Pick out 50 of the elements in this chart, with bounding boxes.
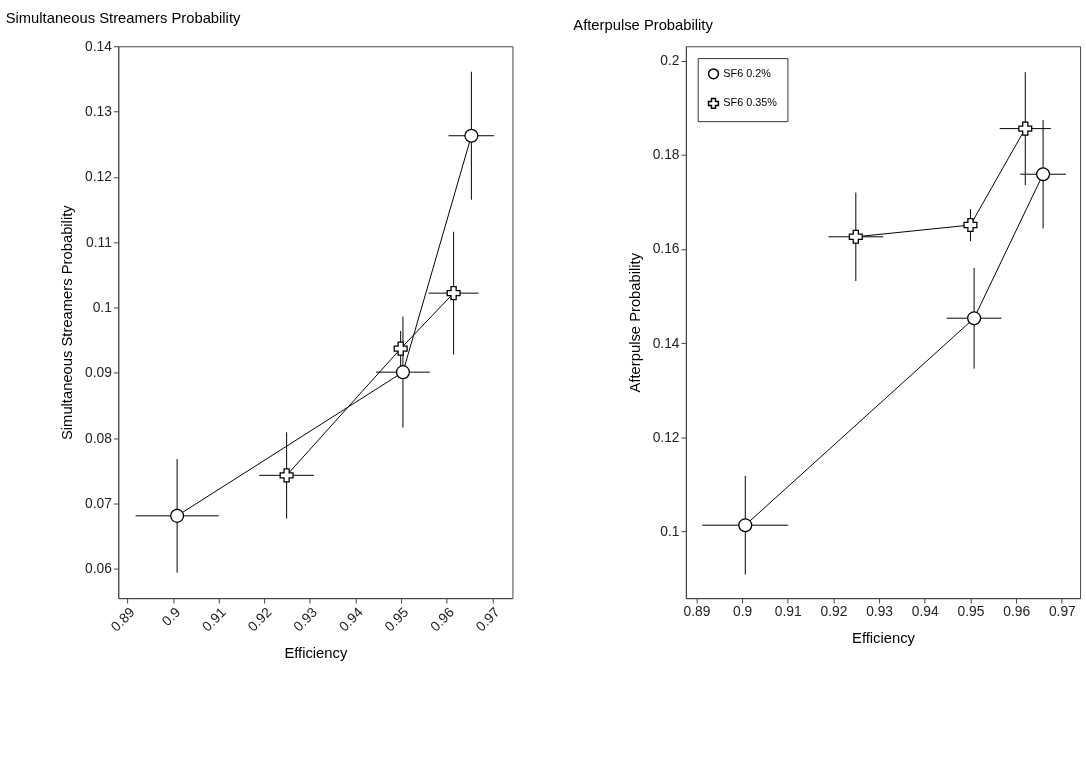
x-axis-title: Efficiency [284, 644, 348, 661]
x-tick-label: 0.89 [108, 604, 138, 635]
x-tick-label: 0.97 [1048, 604, 1076, 620]
point [848, 229, 863, 244]
point [738, 518, 753, 533]
point [279, 468, 294, 483]
point [1036, 167, 1051, 182]
y-tick-label: 0.18 [652, 147, 680, 163]
point [395, 365, 411, 380]
point [170, 508, 185, 523]
y-tick-label: 0.2 [660, 53, 680, 69]
point [1018, 121, 1033, 136]
x-tick-label: 0.93 [866, 604, 894, 620]
x-tick-label: 0.96 [427, 604, 458, 635]
x-tick-label: 0.9 [159, 604, 184, 629]
y-tick-label: 0.08 [85, 430, 113, 446]
y-tick-label: 0.07 [85, 495, 112, 511]
x-tick-label: 0.91 [199, 604, 229, 635]
y-tick-label: 0.12 [652, 429, 680, 445]
y-tick-label: 0.1 [92, 299, 112, 315]
x-tick-label: 0.89 [683, 604, 711, 620]
legend-label: SF6 0.2% [723, 66, 772, 79]
y-tick-label: 0.13 [85, 104, 113, 120]
y-tick-label: 0.16 [652, 241, 680, 257]
point [446, 286, 461, 301]
y-axis-title: Simultaneous Streamers Probability [59, 204, 76, 441]
chart-title: Afterpulse Probability [573, 16, 714, 33]
point [393, 341, 408, 356]
x-tick-label: 0.93 [290, 604, 321, 635]
x-tick-label: 0.96 [1003, 604, 1031, 620]
y-tick-label: 0.09 [85, 365, 113, 381]
y-tick-label: 0.14 [85, 38, 113, 54]
x-tick-label: 0.9 [732, 604, 753, 620]
x-tick-label: 0.95 [957, 604, 985, 620]
point [967, 311, 982, 326]
y-tick-label: 0.12 [85, 169, 112, 185]
point [464, 128, 479, 143]
y-axis-title: Afterpulse Probability [626, 252, 643, 393]
y-tick-label: 0.14 [652, 335, 680, 351]
x-tick-label: 0.91 [774, 604, 802, 620]
y-tick-label: 0.1 [660, 523, 680, 539]
x-tick-label: 0.92 [244, 604, 275, 635]
x-tick-label: 0.92 [820, 604, 848, 620]
y-tick-label: 0.06 [85, 561, 113, 577]
x-axis-title: Efficiency [852, 629, 916, 646]
x-tick-label: 0.94 [911, 604, 940, 620]
y-tick-label: 0.11 [86, 234, 112, 250]
legend-label: SF6 0.35% [723, 96, 778, 109]
point [963, 217, 978, 233]
chart-title: Simultaneous Streamers Probability [5, 9, 241, 26]
